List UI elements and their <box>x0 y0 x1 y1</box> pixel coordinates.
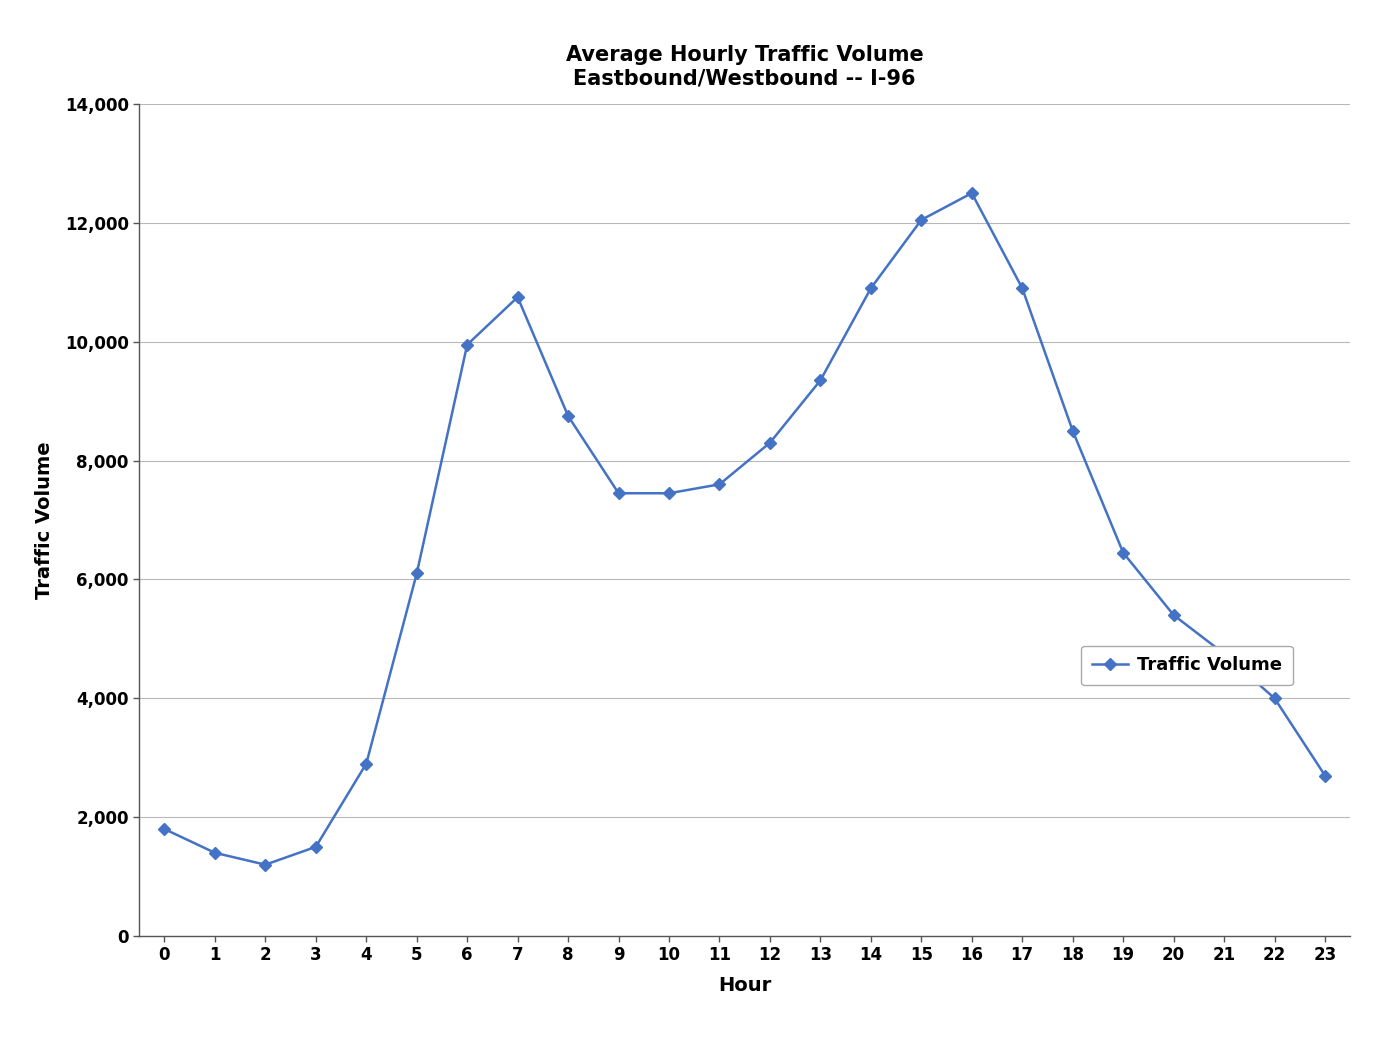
Traffic Volume <box>761 437 778 449</box>
Line: Traffic Volume: Traffic Volume <box>160 189 1329 868</box>
Traffic Volume <box>1317 770 1334 782</box>
Traffic Volume <box>711 478 728 491</box>
Traffic Volume <box>509 291 526 304</box>
Traffic Volume <box>1065 424 1082 437</box>
Traffic Volume <box>358 757 374 770</box>
Traffic Volume <box>258 858 274 870</box>
Y-axis label: Traffic Volume: Traffic Volume <box>35 441 54 599</box>
Traffic Volume <box>308 840 324 853</box>
Traffic Volume <box>812 374 828 387</box>
Traffic Volume <box>1013 282 1030 294</box>
Traffic Volume <box>1165 608 1182 621</box>
Traffic Volume <box>963 187 980 200</box>
Traffic Volume <box>1267 692 1283 704</box>
Traffic Volume <box>1215 648 1232 660</box>
Title: Average Hourly Traffic Volume
Eastbound/Westbound -- I-96: Average Hourly Traffic Volume Eastbound/… <box>565 46 924 88</box>
Traffic Volume <box>661 487 678 499</box>
Legend: Traffic Volume: Traffic Volume <box>1082 646 1293 685</box>
X-axis label: Hour: Hour <box>718 976 771 994</box>
Traffic Volume <box>913 213 930 226</box>
Traffic Volume <box>459 338 476 350</box>
Traffic Volume <box>560 410 576 422</box>
Traffic Volume <box>156 823 173 835</box>
Traffic Volume <box>863 282 880 294</box>
Traffic Volume <box>408 567 425 579</box>
Traffic Volume <box>610 487 626 499</box>
Traffic Volume <box>206 847 223 859</box>
Traffic Volume <box>1115 546 1132 558</box>
